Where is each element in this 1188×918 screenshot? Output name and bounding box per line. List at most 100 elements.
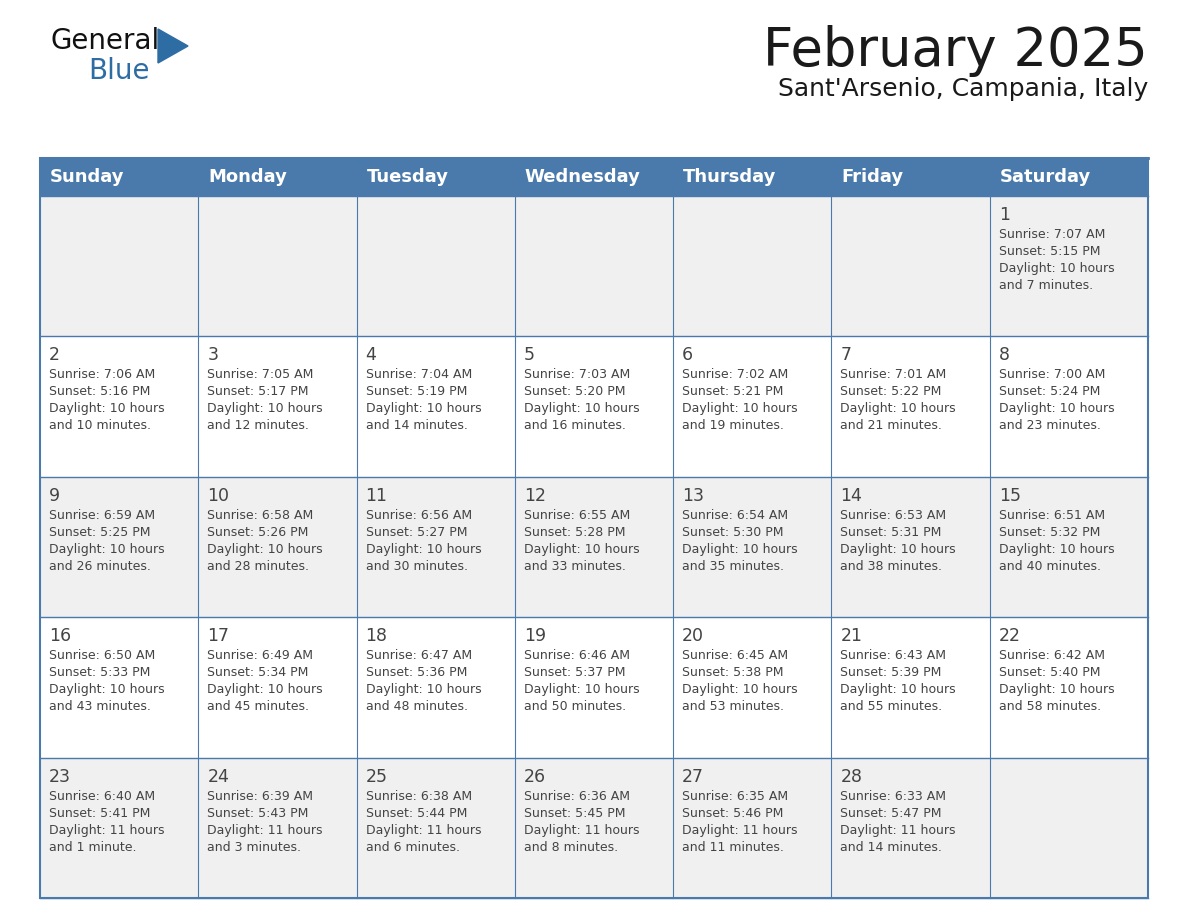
Text: and 3 minutes.: and 3 minutes. [207,841,302,854]
Text: Sant'Arsenio, Campania, Italy: Sant'Arsenio, Campania, Italy [778,77,1148,101]
Text: Daylight: 10 hours: Daylight: 10 hours [207,683,323,696]
Text: Daylight: 10 hours: Daylight: 10 hours [999,683,1114,696]
Text: Daylight: 10 hours: Daylight: 10 hours [682,543,798,555]
Bar [40,617,1148,757]
Bar [990,158,1148,196]
Bar [198,158,356,196]
Text: Sunset: 5:32 PM: Sunset: 5:32 PM [999,526,1100,539]
Text: Daylight: 10 hours: Daylight: 10 hours [524,543,639,555]
Text: 12: 12 [524,487,545,505]
Text: and 14 minutes.: and 14 minutes. [840,841,942,854]
Text: and 16 minutes.: and 16 minutes. [524,420,626,432]
Text: Sunrise: 7:05 AM: Sunrise: 7:05 AM [207,368,314,381]
Text: Monday: Monday [208,168,287,186]
Text: Daylight: 10 hours: Daylight: 10 hours [840,683,956,696]
Text: Daylight: 10 hours: Daylight: 10 hours [682,402,798,416]
Text: Sunset: 5:41 PM: Sunset: 5:41 PM [49,807,151,820]
Text: 16: 16 [49,627,71,645]
Text: Sunset: 5:46 PM: Sunset: 5:46 PM [682,807,784,820]
Text: Daylight: 10 hours: Daylight: 10 hours [999,543,1114,555]
Text: 5: 5 [524,346,535,364]
Text: 24: 24 [207,767,229,786]
Text: Daylight: 11 hours: Daylight: 11 hours [207,823,323,836]
Text: Sunset: 5:40 PM: Sunset: 5:40 PM [999,666,1100,679]
Text: and 7 minutes.: and 7 minutes. [999,279,1093,292]
Text: 11: 11 [366,487,387,505]
Bar [356,158,514,196]
Text: and 48 minutes.: and 48 minutes. [366,700,468,713]
Text: Sunrise: 6:49 AM: Sunrise: 6:49 AM [207,649,314,662]
Text: Sunrise: 7:02 AM: Sunrise: 7:02 AM [682,368,789,381]
Bar [832,158,990,196]
Text: Sunrise: 7:01 AM: Sunrise: 7:01 AM [840,368,947,381]
Text: and 10 minutes.: and 10 minutes. [49,420,151,432]
Text: Daylight: 11 hours: Daylight: 11 hours [840,823,956,836]
Text: Daylight: 10 hours: Daylight: 10 hours [840,543,956,555]
Text: 1: 1 [999,206,1010,224]
Text: Sunrise: 6:56 AM: Sunrise: 6:56 AM [366,509,472,521]
Text: Daylight: 10 hours: Daylight: 10 hours [366,402,481,416]
Text: Sunrise: 6:55 AM: Sunrise: 6:55 AM [524,509,630,521]
Text: and 53 minutes.: and 53 minutes. [682,700,784,713]
Text: Sunrise: 6:47 AM: Sunrise: 6:47 AM [366,649,472,662]
Text: Sunrise: 6:54 AM: Sunrise: 6:54 AM [682,509,789,521]
Text: Sunset: 5:15 PM: Sunset: 5:15 PM [999,245,1100,258]
Text: Sunset: 5:20 PM: Sunset: 5:20 PM [524,386,625,398]
Text: 23: 23 [49,767,71,786]
Text: Sunset: 5:37 PM: Sunset: 5:37 PM [524,666,625,679]
Text: Sunrise: 6:35 AM: Sunrise: 6:35 AM [682,789,789,802]
Text: and 30 minutes.: and 30 minutes. [366,560,468,573]
Text: Sunrise: 6:39 AM: Sunrise: 6:39 AM [207,789,314,802]
Text: Sunrise: 7:00 AM: Sunrise: 7:00 AM [999,368,1105,381]
Text: and 50 minutes.: and 50 minutes. [524,700,626,713]
Bar [40,158,198,196]
Text: Daylight: 10 hours: Daylight: 10 hours [49,543,165,555]
Text: Sunrise: 7:06 AM: Sunrise: 7:06 AM [49,368,156,381]
Text: Sunset: 5:36 PM: Sunset: 5:36 PM [366,666,467,679]
Text: Sunset: 5:47 PM: Sunset: 5:47 PM [840,807,942,820]
Text: and 40 minutes.: and 40 minutes. [999,560,1101,573]
Text: Daylight: 10 hours: Daylight: 10 hours [999,262,1114,275]
Text: Sunset: 5:27 PM: Sunset: 5:27 PM [366,526,467,539]
Text: Sunset: 5:39 PM: Sunset: 5:39 PM [840,666,942,679]
Text: Sunrise: 6:42 AM: Sunrise: 6:42 AM [999,649,1105,662]
Text: Daylight: 10 hours: Daylight: 10 hours [524,683,639,696]
Text: Sunset: 5:44 PM: Sunset: 5:44 PM [366,807,467,820]
Text: Sunday: Sunday [50,168,125,186]
Text: and 12 minutes.: and 12 minutes. [207,420,309,432]
Text: Daylight: 11 hours: Daylight: 11 hours [524,823,639,836]
Text: 3: 3 [207,346,219,364]
Text: and 21 minutes.: and 21 minutes. [840,420,942,432]
Text: 17: 17 [207,627,229,645]
Text: Daylight: 11 hours: Daylight: 11 hours [682,823,797,836]
Text: and 6 minutes.: and 6 minutes. [366,841,460,854]
Text: Sunrise: 6:38 AM: Sunrise: 6:38 AM [366,789,472,802]
Text: Sunrise: 6:36 AM: Sunrise: 6:36 AM [524,789,630,802]
Text: and 23 minutes.: and 23 minutes. [999,420,1100,432]
Text: Daylight: 10 hours: Daylight: 10 hours [840,402,956,416]
Text: 19: 19 [524,627,546,645]
Text: Daylight: 10 hours: Daylight: 10 hours [49,402,165,416]
Text: Sunrise: 6:58 AM: Sunrise: 6:58 AM [207,509,314,521]
Text: Daylight: 11 hours: Daylight: 11 hours [49,823,164,836]
Text: Blue: Blue [88,57,150,85]
Text: 26: 26 [524,767,546,786]
Text: Friday: Friday [841,168,904,186]
Text: 13: 13 [682,487,704,505]
Text: Daylight: 11 hours: Daylight: 11 hours [366,823,481,836]
Text: 2: 2 [49,346,61,364]
Text: Sunrise: 6:40 AM: Sunrise: 6:40 AM [49,789,156,802]
Text: 10: 10 [207,487,229,505]
Text: Daylight: 10 hours: Daylight: 10 hours [366,543,481,555]
Text: 27: 27 [682,767,704,786]
Text: Sunrise: 6:43 AM: Sunrise: 6:43 AM [840,649,947,662]
Text: Sunset: 5:28 PM: Sunset: 5:28 PM [524,526,625,539]
Text: Saturday: Saturday [1000,168,1091,186]
Text: Sunset: 5:26 PM: Sunset: 5:26 PM [207,526,309,539]
Text: 21: 21 [840,627,862,645]
Bar [674,158,832,196]
Text: 9: 9 [49,487,61,505]
Bar [40,196,1148,336]
Text: and 26 minutes.: and 26 minutes. [49,560,151,573]
Text: General: General [50,27,159,55]
